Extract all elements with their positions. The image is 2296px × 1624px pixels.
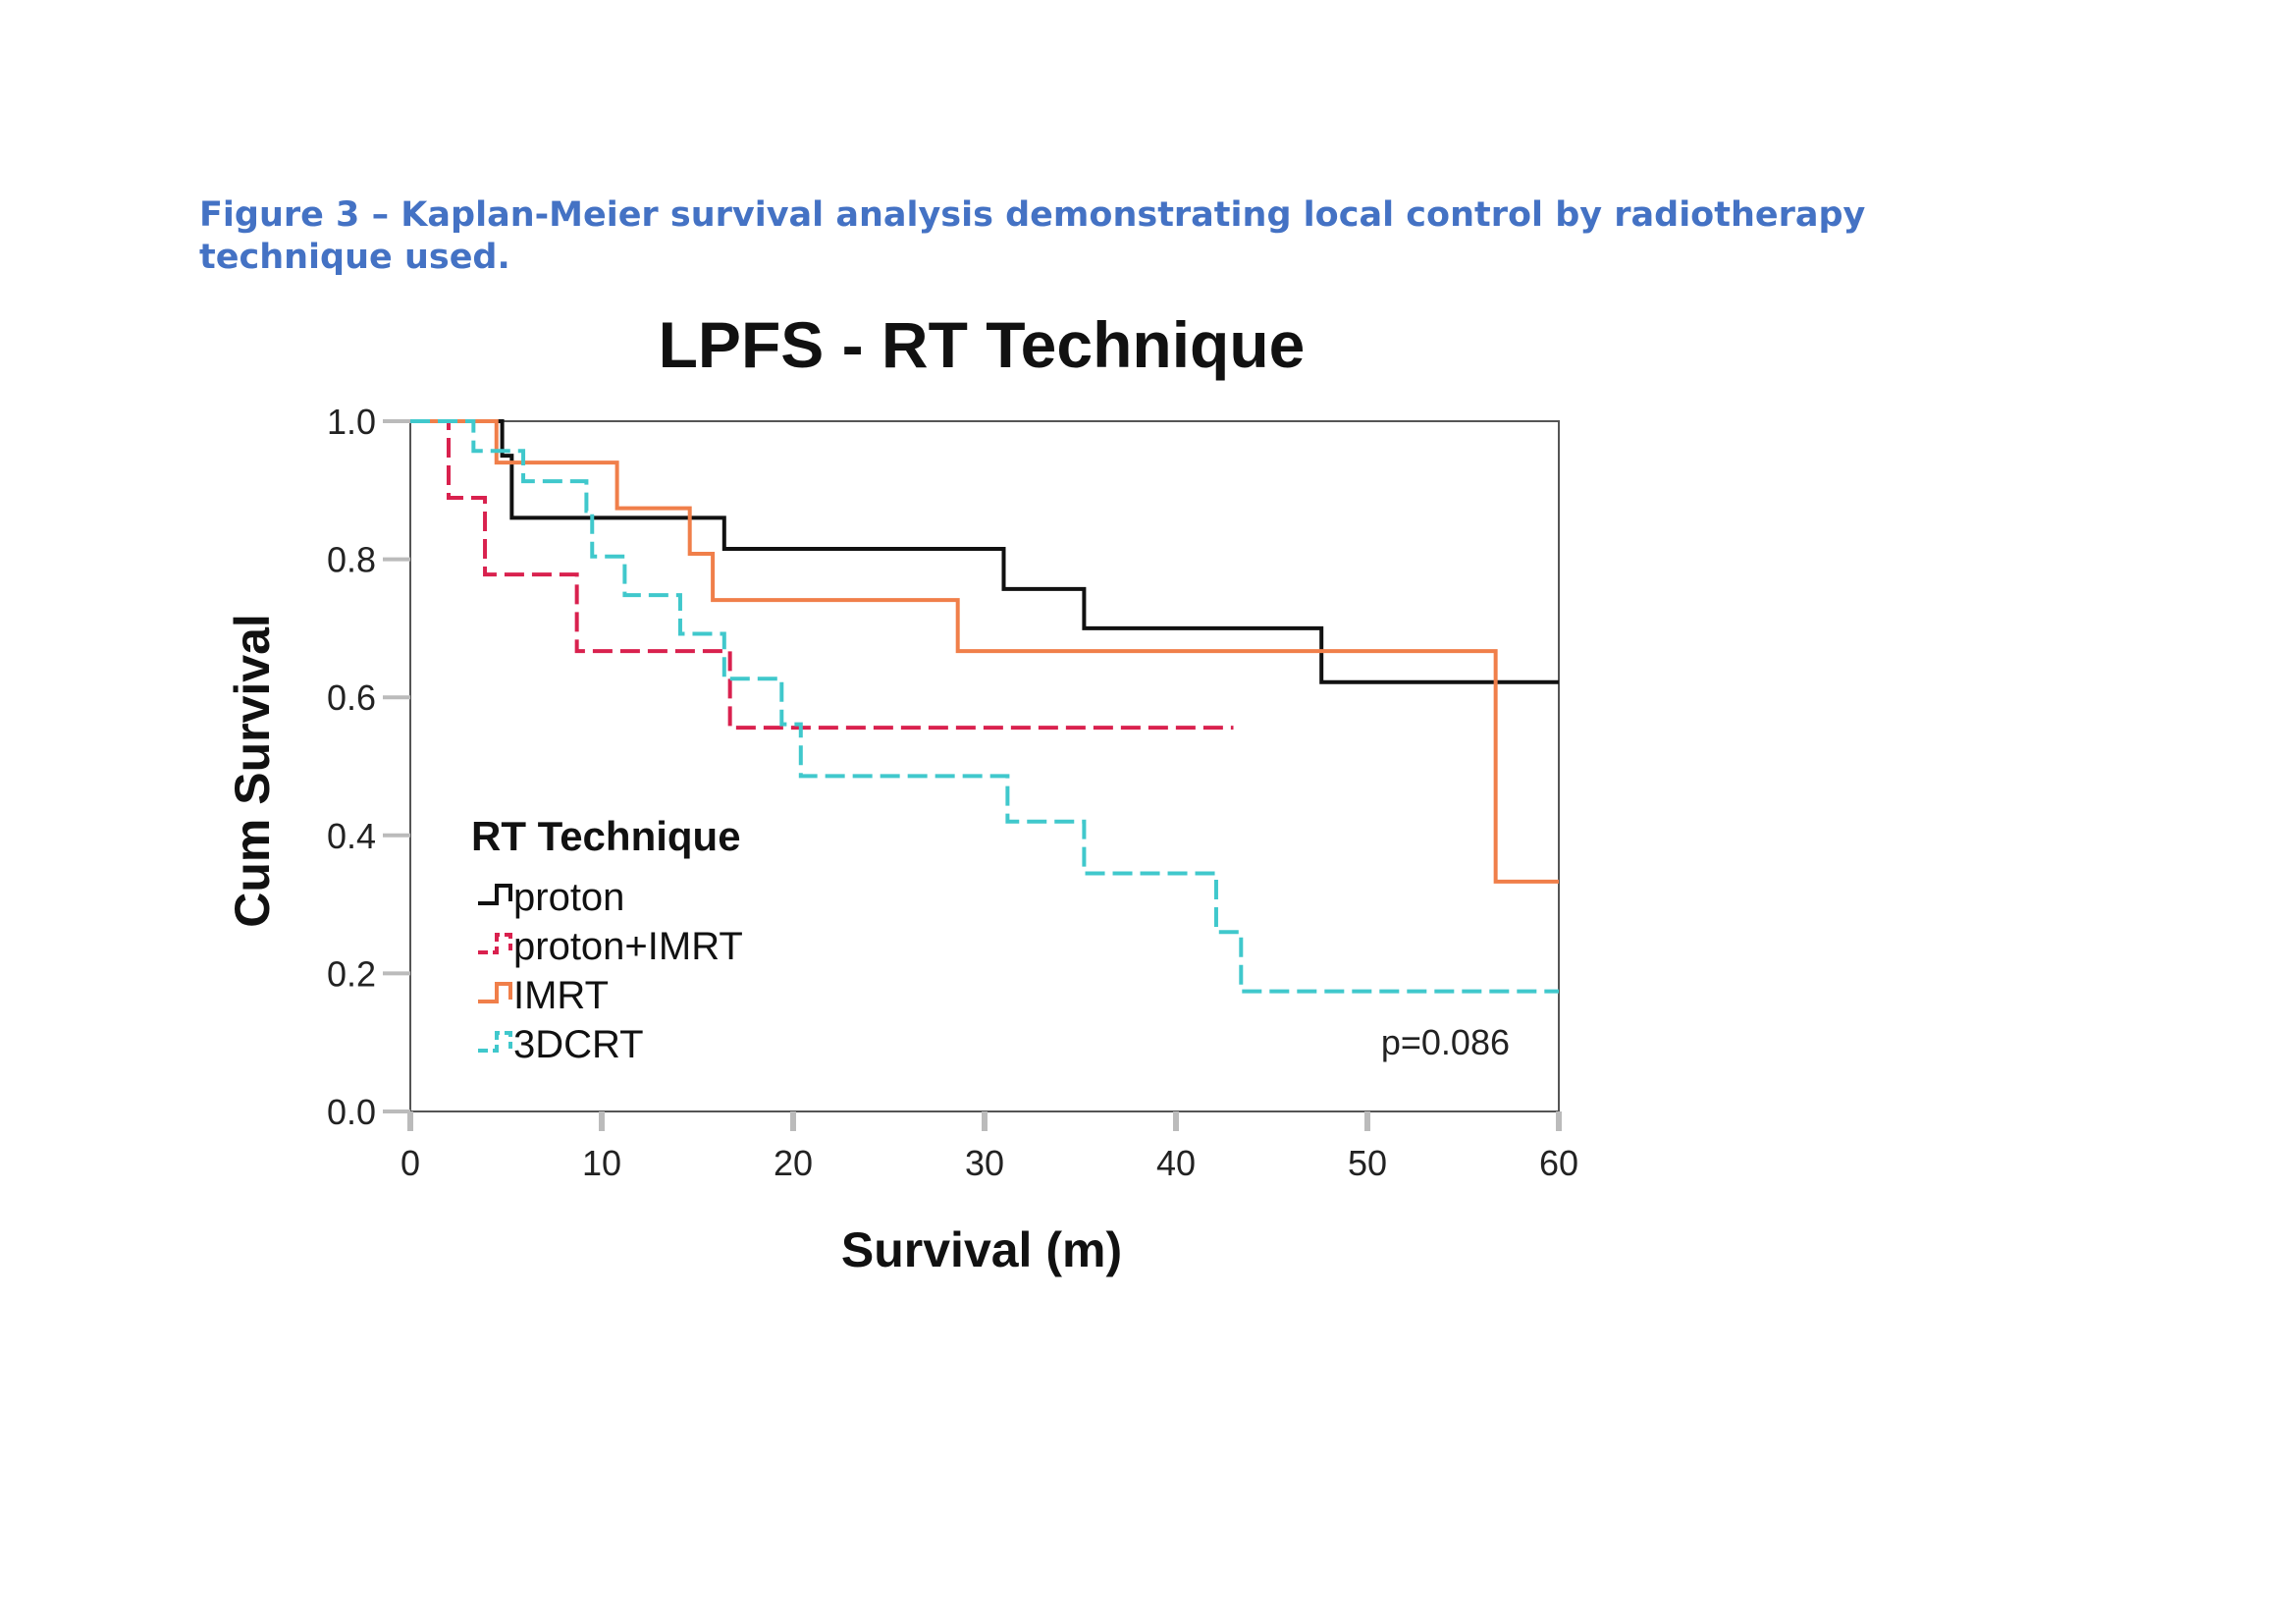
curve-proton [410, 419, 1559, 684]
legend-label: IMRT [513, 974, 609, 1017]
legend-label: proton [513, 876, 624, 919]
legend-swatch [478, 933, 512, 954]
x-tick-label: 10 [582, 1143, 621, 1183]
x-tick-label: 20 [774, 1143, 813, 1183]
x-axis: 0 10 20 30 40 50 60 [400, 1111, 1578, 1183]
curve-3dcrt [410, 419, 1559, 994]
y-axis-title: Cum Survival [225, 614, 280, 928]
x-tick-label: 0 [400, 1143, 420, 1183]
x-tick-label: 50 [1348, 1143, 1387, 1183]
x-axis-title: Survival (m) [841, 1222, 1122, 1277]
x-tick-label: 30 [965, 1143, 1004, 1183]
figure-caption: Figure 3 – Kaplan-Meier survival analysi… [199, 195, 1866, 277]
legend-swatch [478, 884, 512, 905]
curve-imrt [410, 419, 1559, 884]
p-value-annotation: p=0.086 [1381, 1022, 1510, 1062]
kaplan-meier-chart: LPFS - RT Technique 0 10 20 30 40 50 60 0.0 0.2… [225, 308, 1578, 1277]
x-tick-label: 60 [1539, 1143, 1578, 1183]
y-tick-label: 0.6 [327, 677, 376, 718]
y-tick-label: 0.8 [327, 540, 376, 580]
y-tick-label: 0.2 [327, 953, 376, 994]
survival-curves [410, 419, 1559, 994]
legend-swatch [478, 1031, 512, 1053]
y-axis: 0.0 0.2 0.4 0.6 0.8 1.0 [327, 402, 410, 1132]
legend: RT Technique proton proton+IMRT IMRT 3DCRT [471, 813, 743, 1066]
chart-title: LPFS - RT Technique [659, 308, 1306, 381]
legend-label: proton+IMRT [513, 925, 743, 968]
legend-title: RT Technique [471, 813, 741, 859]
legend-label: 3DCRT [513, 1023, 644, 1066]
legend-swatch [478, 982, 512, 1003]
curve-proton-imrt [410, 419, 1234, 731]
y-tick-label: 0.0 [327, 1092, 376, 1132]
y-tick-label: 0.4 [327, 816, 376, 856]
x-tick-label: 40 [1156, 1143, 1196, 1183]
y-tick-label: 1.0 [327, 402, 376, 442]
